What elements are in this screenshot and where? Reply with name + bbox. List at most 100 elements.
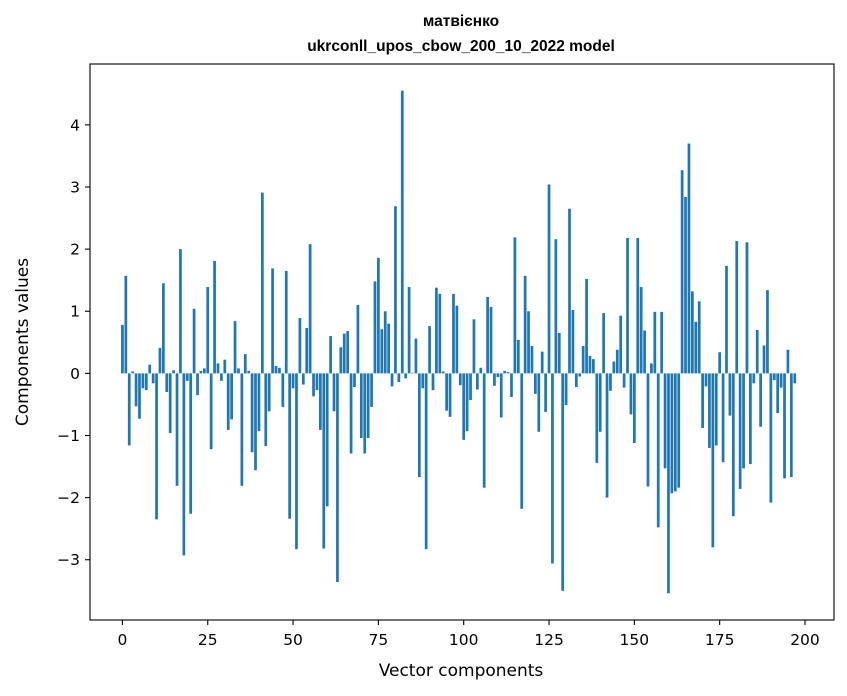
bar-21 xyxy=(192,308,196,374)
bar-186 xyxy=(755,329,759,374)
bar-80 xyxy=(394,206,397,374)
bar-95 xyxy=(445,373,449,411)
bar-61 xyxy=(329,336,332,374)
bar-126 xyxy=(551,373,554,564)
bar-78 xyxy=(387,323,390,374)
y-tick-label: 1 xyxy=(70,303,80,321)
bar-6 xyxy=(141,373,145,389)
y-tick-label: −3 xyxy=(57,551,80,569)
bar-127 xyxy=(554,239,558,374)
plot-frame xyxy=(89,63,835,621)
bar-90 xyxy=(428,326,431,374)
x-tick-label: 100 xyxy=(449,631,479,649)
bar-189 xyxy=(766,290,769,374)
bar-33 xyxy=(233,321,237,374)
bar-141 xyxy=(602,313,605,374)
bar-146 xyxy=(619,315,623,374)
bar-38 xyxy=(250,373,254,453)
bar-107 xyxy=(486,296,489,374)
bar-163 xyxy=(677,373,681,488)
bar-143 xyxy=(609,373,612,391)
bar-51 xyxy=(295,373,298,550)
bar-77 xyxy=(383,311,387,374)
bar-179 xyxy=(731,373,735,517)
bar-42 xyxy=(264,373,268,447)
x-tick-label: 200 xyxy=(790,631,820,649)
bar-9 xyxy=(151,373,155,384)
bar-183 xyxy=(745,242,749,374)
bar-19 xyxy=(185,373,189,381)
bar-139 xyxy=(595,373,599,463)
bar-100 xyxy=(462,373,466,440)
bar-20 xyxy=(189,373,193,514)
bar-12 xyxy=(162,283,165,374)
bar-177 xyxy=(725,265,728,374)
bar-14 xyxy=(168,373,172,434)
bar-122 xyxy=(537,373,541,432)
bar-73 xyxy=(370,373,373,407)
bar-113 xyxy=(506,372,510,374)
bar-67 xyxy=(349,373,353,454)
bar-40 xyxy=(257,373,261,432)
bar-144 xyxy=(612,361,616,374)
bar-193 xyxy=(779,373,783,388)
bar-50 xyxy=(291,373,295,389)
bar-15 xyxy=(172,370,175,374)
bar-44 xyxy=(271,268,274,374)
bar-47 xyxy=(281,373,285,407)
bar-167 xyxy=(691,291,694,374)
y-tick-label: −2 xyxy=(57,489,80,507)
bar-105 xyxy=(479,367,483,374)
bar-2 xyxy=(127,373,131,446)
y-tick-label: 3 xyxy=(70,179,80,197)
bar-54 xyxy=(305,328,309,374)
bar-25 xyxy=(206,287,210,374)
bar-11 xyxy=(158,347,162,374)
bar-63 xyxy=(336,373,339,583)
bar-18 xyxy=(182,373,186,556)
bar-43 xyxy=(267,373,271,412)
bar-series xyxy=(121,90,797,594)
bar-111 xyxy=(499,373,503,418)
bar-97 xyxy=(452,293,455,374)
bar-1 xyxy=(124,275,128,374)
bar-125 xyxy=(547,184,551,374)
bar-48 xyxy=(284,270,288,374)
bar-30 xyxy=(223,359,227,374)
bar-57 xyxy=(315,373,319,391)
bar-91 xyxy=(431,373,435,391)
y-axis-label: Components values xyxy=(13,258,33,426)
bar-37 xyxy=(247,370,251,374)
bar-135 xyxy=(581,346,585,374)
y-tick-label: 2 xyxy=(70,241,80,259)
bar-110 xyxy=(496,373,500,378)
bar-138 xyxy=(592,359,595,374)
bar-130 xyxy=(564,373,568,406)
bar-166 xyxy=(687,143,691,374)
bar-152 xyxy=(639,287,643,374)
x-axis-label: Vector components xyxy=(379,661,544,681)
bar-22 xyxy=(196,373,199,396)
bar-153 xyxy=(643,330,646,374)
bar-76 xyxy=(380,329,384,374)
bar-175 xyxy=(718,352,722,374)
bar-56 xyxy=(312,373,315,397)
y-tick-label: −1 xyxy=(57,427,80,445)
bar-109 xyxy=(493,373,496,386)
bar-49 xyxy=(288,373,292,519)
bar-115 xyxy=(513,237,517,374)
bar-29 xyxy=(220,373,223,381)
bar-83 xyxy=(404,373,408,379)
bar-192 xyxy=(776,373,780,414)
bar-162 xyxy=(673,373,677,492)
bar-0 xyxy=(121,324,124,374)
bar-172 xyxy=(708,373,711,448)
bar-185 xyxy=(752,373,756,384)
bar-89 xyxy=(424,373,428,550)
bar-140 xyxy=(598,373,602,432)
bar-194 xyxy=(783,373,786,479)
bar-36 xyxy=(243,354,247,374)
bar-87 xyxy=(417,373,421,478)
bar-41 xyxy=(260,192,264,374)
bar-121 xyxy=(534,373,537,394)
